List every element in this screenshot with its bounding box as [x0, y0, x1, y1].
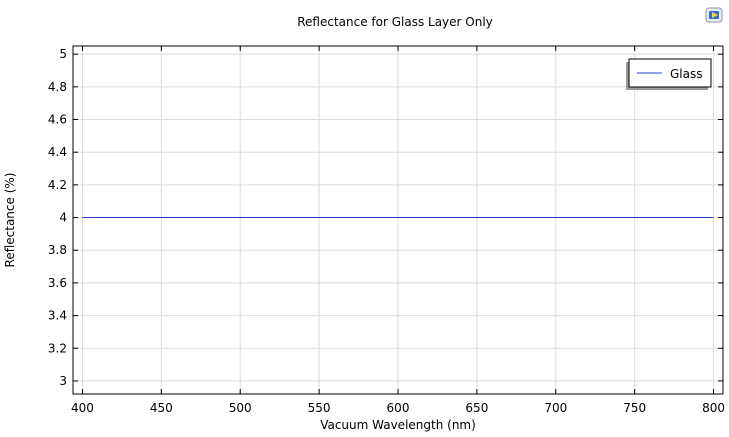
grid-lines	[73, 46, 723, 394]
y-tick-label: 4	[59, 211, 67, 225]
y-tick-label: 3.2	[48, 341, 67, 355]
y-tick-label: 3.8	[48, 243, 67, 257]
plot-export-icon[interactable]	[705, 7, 723, 23]
y-tick-label: 4.8	[48, 80, 67, 94]
x-tick-label: 400	[71, 401, 94, 415]
x-tick-label: 700	[544, 401, 567, 415]
y-tick-label: 3	[59, 374, 67, 388]
x-tick-label: 750	[623, 401, 646, 415]
x-axis-ticks: 400 450 500 550 600 650 700 750 800	[71, 46, 725, 415]
y-axis-ticks: 3 3.2 3.4 3.6 3.8 4 4.2 4.4 4.6 4.8 5	[48, 47, 723, 388]
x-tick-label: 650	[465, 401, 488, 415]
y-tick-label: 4.2	[48, 178, 67, 192]
legend-label-glass: Glass	[670, 67, 703, 81]
chart-title: Reflectance for Glass Layer Only	[297, 15, 493, 29]
y-tick-label: 3.4	[48, 309, 67, 323]
x-tick-label: 550	[308, 401, 331, 415]
y-axis-label: Reflectance (%)	[3, 173, 17, 268]
x-tick-label: 600	[387, 401, 410, 415]
y-tick-label: 3.6	[48, 276, 67, 290]
y-tick-label: 4.6	[48, 113, 67, 127]
x-axis-label: Vacuum Wavelength (nm)	[320, 418, 476, 432]
x-tick-label: 800	[702, 401, 725, 415]
y-tick-label: 5	[59, 47, 67, 61]
legend: Glass	[626, 58, 712, 90]
y-tick-label: 4.4	[48, 145, 67, 159]
x-tick-label: 500	[229, 401, 252, 415]
x-tick-label: 450	[150, 401, 173, 415]
